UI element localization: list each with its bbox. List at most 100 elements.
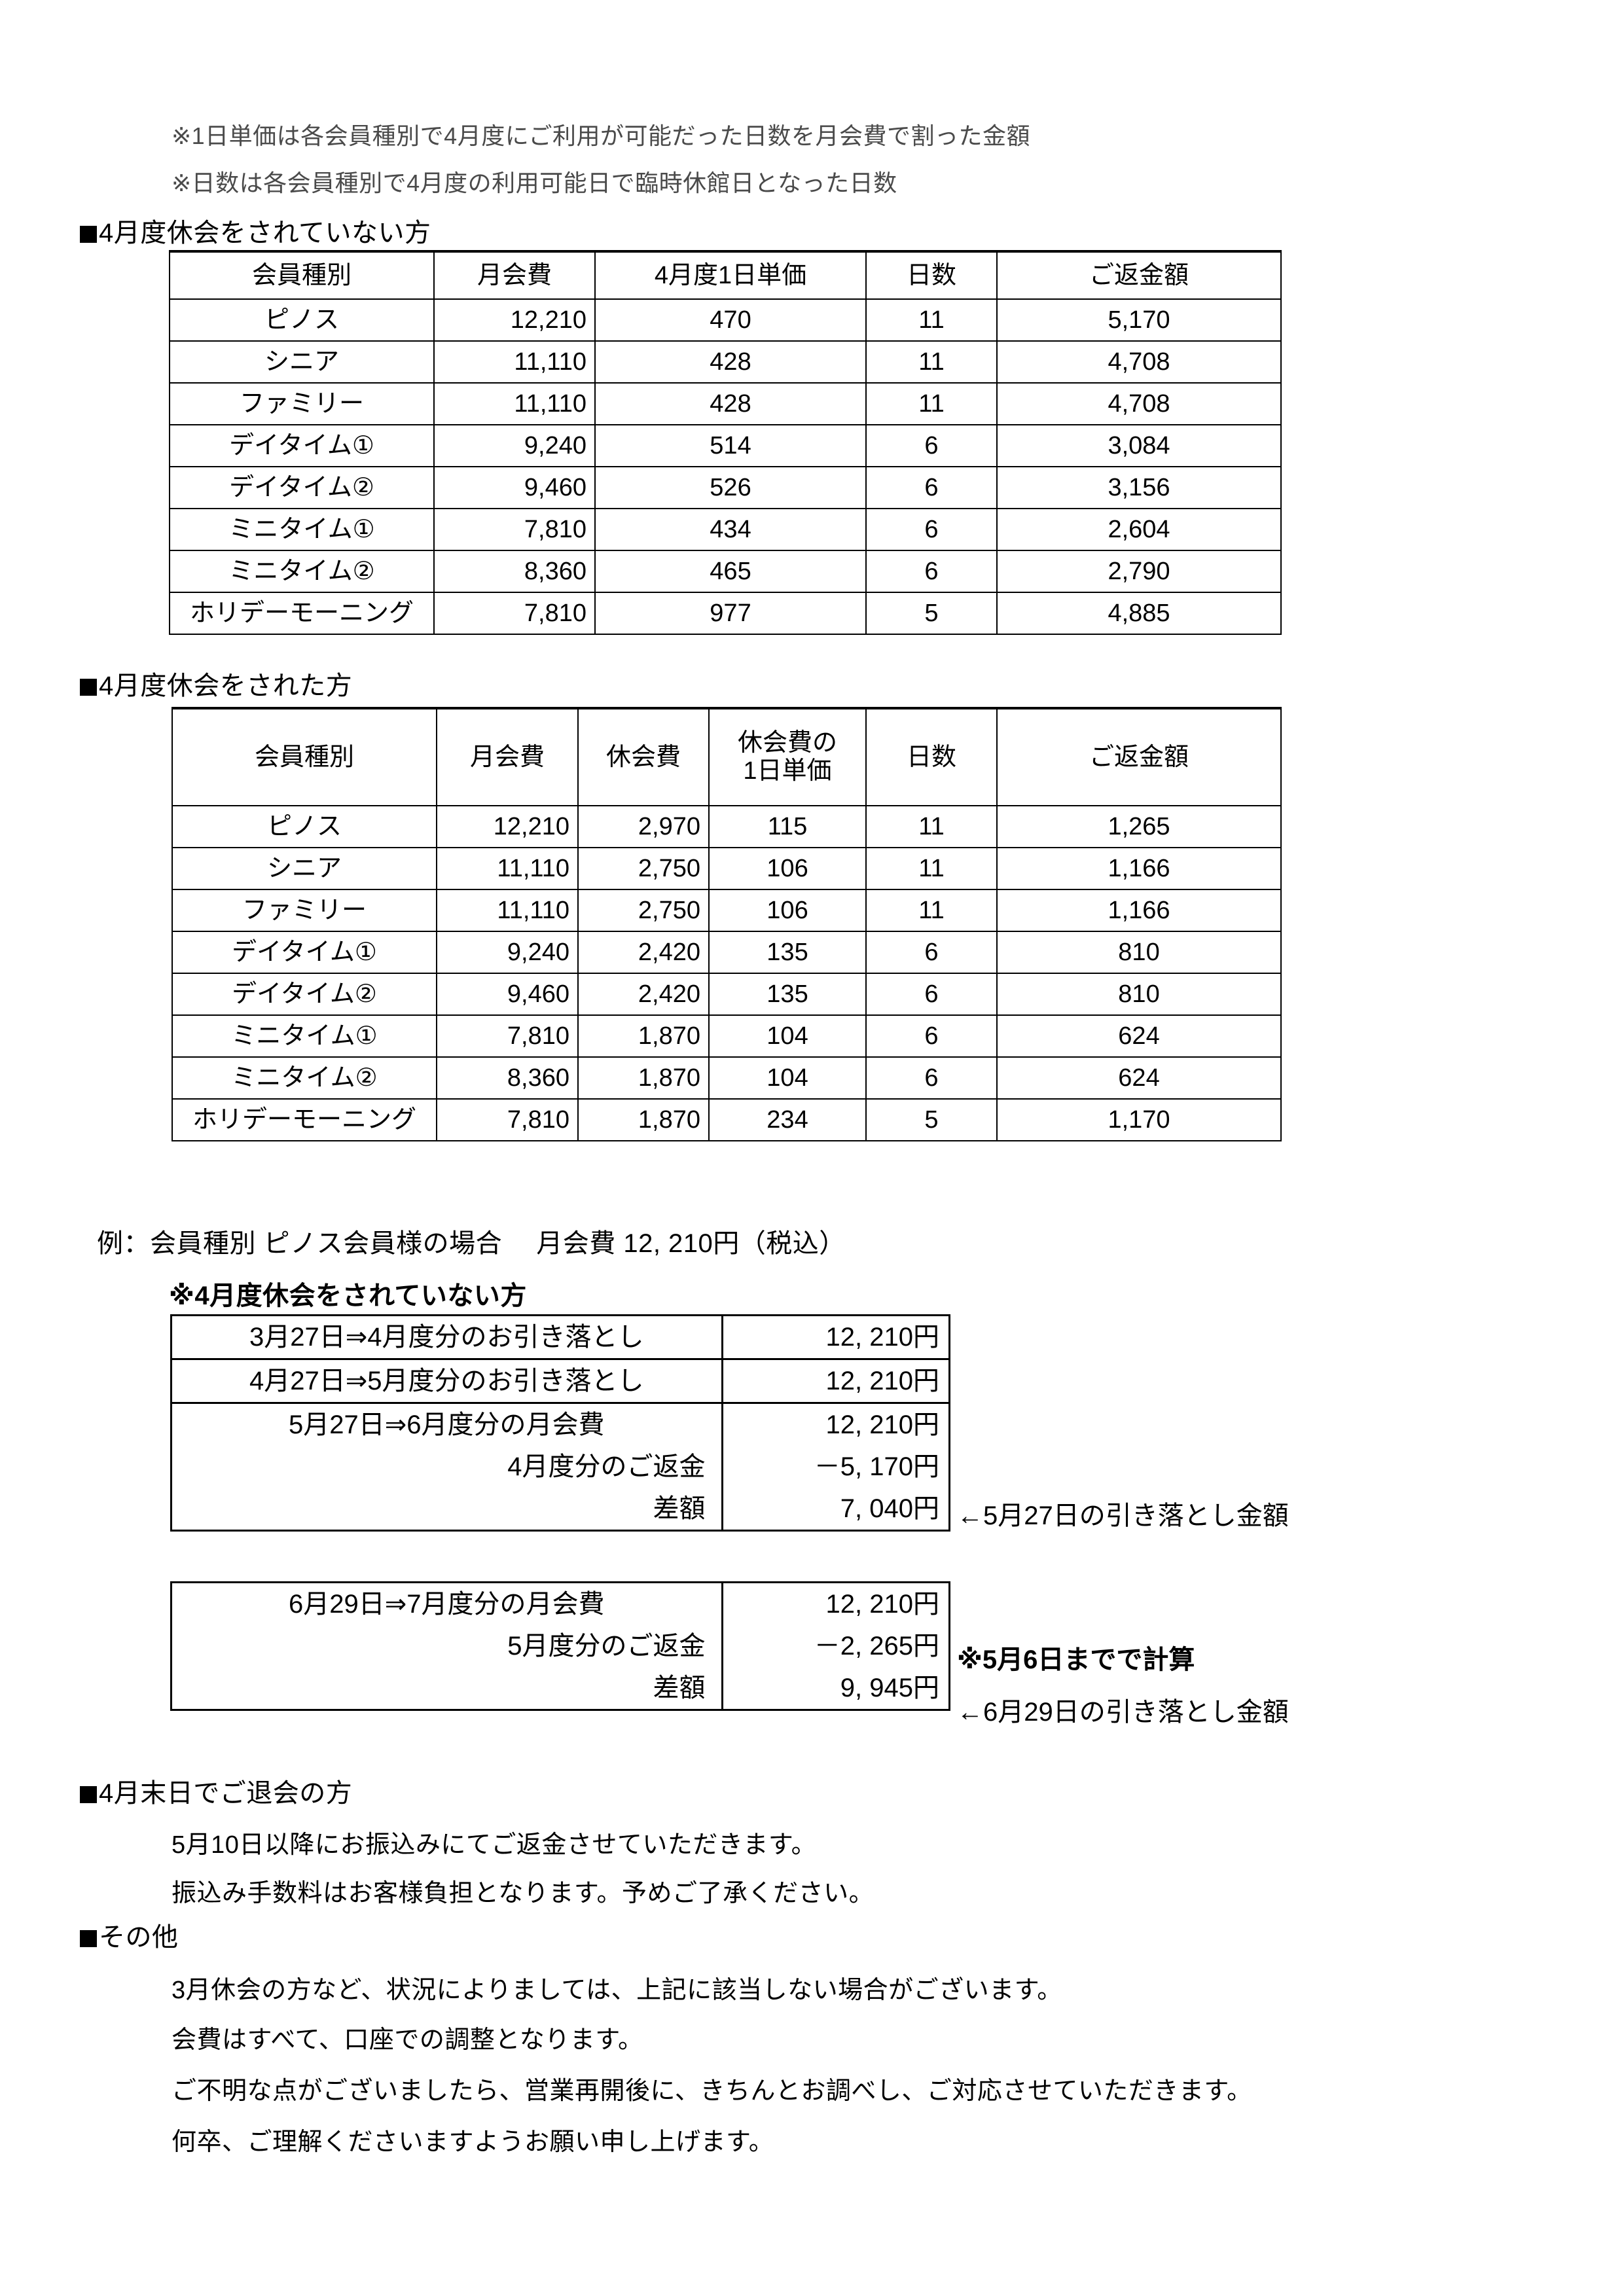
other-line-3: ご不明な点がございましたら、営業再開後に、きちんとお調べし、ご対応させていただき… bbox=[171, 2077, 1252, 2105]
cell-refund: 5,170 bbox=[996, 298, 1282, 342]
cell-monthly-fee: 7,810 bbox=[433, 508, 596, 551]
col-header-member-type: 会員種別 bbox=[169, 250, 435, 300]
table-row: ミニタイム① 7,810 434 6 2,604 bbox=[169, 508, 1282, 551]
cell-suspension-fee: 2,750 bbox=[577, 889, 710, 932]
cell-refund: 1,265 bbox=[996, 805, 1282, 848]
cell-suspension-daily-rate: 135 bbox=[708, 931, 867, 974]
side-note-june-withdrawal: ←6月29日の引き落とし金額 bbox=[957, 1698, 1289, 1727]
table-row: ホリデーモーニング 7,810 977 5 4,885 bbox=[169, 592, 1282, 635]
heading-other: その他 bbox=[80, 1924, 179, 1950]
square-bullet-icon bbox=[80, 1786, 97, 1803]
cell-monthly-fee: 7,810 bbox=[433, 592, 596, 635]
col-header-suspension-daily-rate: 休会費の 1日単価 bbox=[708, 707, 867, 806]
cell-member-type: ミニタイム① bbox=[169, 508, 435, 551]
cell-suspension-daily-rate: 115 bbox=[708, 805, 867, 848]
calc-label-difference: 差額 bbox=[170, 1667, 723, 1711]
cell-suspension-fee: 1,870 bbox=[577, 1014, 710, 1058]
calc-row-total: 差額 9, 945円 bbox=[170, 1667, 951, 1711]
col-header-monthly-fee: 月会費 bbox=[436, 707, 579, 806]
calc-row: 6月29日⇒7月度分の月会費 12, 210円 bbox=[170, 1581, 951, 1625]
calc-row: 3月27日⇒4月度分のお引き落とし 12, 210円 bbox=[170, 1314, 951, 1360]
cell-refund: 624 bbox=[996, 1014, 1282, 1058]
table-row: デイタイム① 9,240 514 6 3,084 bbox=[169, 424, 1282, 467]
cell-suspension-daily-rate: 106 bbox=[708, 889, 867, 932]
cell-monthly-fee: 8,360 bbox=[436, 1056, 579, 1100]
cell-refund: 624 bbox=[996, 1056, 1282, 1100]
cell-monthly-fee: 11,110 bbox=[436, 847, 579, 890]
cell-member-type: ピノス bbox=[171, 805, 437, 848]
calc-label: 4月27日⇒5月度分のお引き落とし bbox=[170, 1358, 723, 1404]
calc-amount: 12, 210円 bbox=[721, 1358, 951, 1404]
cell-member-type: ファミリー bbox=[171, 889, 437, 932]
table-header-row: 会員種別 月会費 休会費 休会費の 1日単価 日数 ご返金額 bbox=[171, 707, 1282, 806]
table-row: ホリデーモーニング 7,810 1,870 234 5 1,170 bbox=[171, 1098, 1282, 1141]
cell-member-type: デイタイム② bbox=[169, 466, 435, 509]
cell-member-type: ホリデーモーニング bbox=[171, 1098, 437, 1141]
cell-suspension-fee: 2,750 bbox=[577, 847, 710, 890]
cell-refund: 2,790 bbox=[996, 550, 1282, 593]
cell-monthly-fee: 11,110 bbox=[436, 889, 579, 932]
cell-days: 11 bbox=[865, 805, 998, 848]
calc-amount: 12, 210円 bbox=[721, 1314, 951, 1360]
cell-monthly-fee: 12,210 bbox=[436, 805, 579, 848]
other-line-4: 何卒、ご理解くださいますようお願い申し上げます。 bbox=[171, 2128, 774, 2156]
cell-refund: 2,604 bbox=[996, 508, 1282, 551]
table-no-suspension: 会員種別 月会費 4月度1日単価 日数 ご返金額 ピノス 12,210 470 … bbox=[169, 250, 1282, 635]
table-row: ミニタイム② 8,360 465 6 2,790 bbox=[169, 550, 1282, 593]
calc-amount: －5, 170円 bbox=[721, 1446, 951, 1488]
heading-no-suspension-label: 4月度休会をされていない方 bbox=[99, 219, 431, 247]
table-header-row: 会員種別 月会費 4月度1日単価 日数 ご返金額 bbox=[169, 250, 1282, 300]
example-subtitle: ※4月度休会をされていない方 bbox=[169, 1282, 527, 1310]
square-bullet-icon bbox=[80, 1930, 97, 1947]
withdrawal-line-2: 振込み手数料はお客様負担となります。予めご了承ください。 bbox=[171, 1880, 875, 1907]
cell-suspension-fee: 1,870 bbox=[577, 1098, 710, 1141]
table-row: ファミリー 11,110 428 11 4,708 bbox=[169, 382, 1282, 425]
withdrawal-line-1: 5月10日以降にお振込みにてご返金させていただきます。 bbox=[171, 1831, 817, 1859]
cell-suspension-fee: 2,420 bbox=[577, 931, 710, 974]
cell-days: 6 bbox=[865, 1056, 998, 1100]
col-header-refund: ご返金額 bbox=[996, 250, 1282, 300]
cell-monthly-fee: 7,810 bbox=[436, 1014, 579, 1058]
cell-monthly-fee: 11,110 bbox=[433, 382, 596, 425]
calc-row: 4月度分のご返金 －5, 170円 bbox=[170, 1446, 951, 1488]
cell-suspension-daily-rate: 104 bbox=[708, 1056, 867, 1100]
calc-label-difference: 差額 bbox=[170, 1488, 723, 1532]
table-row: シニア 11,110 428 11 4,708 bbox=[169, 340, 1282, 384]
cell-member-type: シニア bbox=[169, 340, 435, 384]
col-header-refund: ご返金額 bbox=[996, 707, 1282, 806]
calc-label: 5月27日⇒6月度分の月会費 bbox=[170, 1402, 723, 1446]
cell-monthly-fee: 11,110 bbox=[433, 340, 596, 384]
calc-row: 4月27日⇒5月度分のお引き落とし 12, 210円 bbox=[170, 1358, 951, 1404]
calc-row: 5月度分のご返金 －2, 265円 bbox=[170, 1625, 951, 1667]
cell-days: 6 bbox=[865, 973, 998, 1016]
table-row: デイタイム① 9,240 2,420 135 6 810 bbox=[171, 931, 1282, 974]
col-header-monthly-fee: 月会費 bbox=[433, 250, 596, 300]
square-bullet-icon bbox=[80, 679, 97, 696]
cell-days: 6 bbox=[865, 508, 998, 551]
cell-days: 6 bbox=[865, 550, 998, 593]
cell-member-type: デイタイム① bbox=[169, 424, 435, 467]
cell-daily-rate: 977 bbox=[594, 592, 867, 635]
cell-daily-rate: 428 bbox=[594, 382, 867, 425]
calc-label: 4月度分のご返金 bbox=[170, 1446, 723, 1488]
cell-daily-rate: 434 bbox=[594, 508, 867, 551]
cell-monthly-fee: 12,210 bbox=[433, 298, 596, 342]
calc-amount-difference: 9, 945円 bbox=[721, 1667, 951, 1711]
calc-amount: －2, 265円 bbox=[721, 1625, 951, 1667]
cell-refund: 1,170 bbox=[996, 1098, 1282, 1141]
cell-suspension-fee: 2,420 bbox=[577, 973, 710, 1016]
cell-days: 5 bbox=[865, 592, 998, 635]
cell-days: 11 bbox=[865, 847, 998, 890]
calc-amount: 12, 210円 bbox=[721, 1402, 951, 1446]
cell-monthly-fee: 9,240 bbox=[433, 424, 596, 467]
calc-row-total: 差額 7, 040円 bbox=[170, 1488, 951, 1532]
heading-withdrawal: 4月末日でご退会の方 bbox=[80, 1780, 352, 1806]
col-header-days: 日数 bbox=[865, 250, 998, 300]
cell-days: 5 bbox=[865, 1098, 998, 1141]
col-header-line2: 1日単価 bbox=[743, 757, 832, 785]
table-row: デイタイム② 9,460 526 6 3,156 bbox=[169, 466, 1282, 509]
cell-daily-rate: 465 bbox=[594, 550, 867, 593]
cell-suspension-daily-rate: 135 bbox=[708, 973, 867, 1016]
table-row: ピノス 12,210 470 11 5,170 bbox=[169, 298, 1282, 342]
